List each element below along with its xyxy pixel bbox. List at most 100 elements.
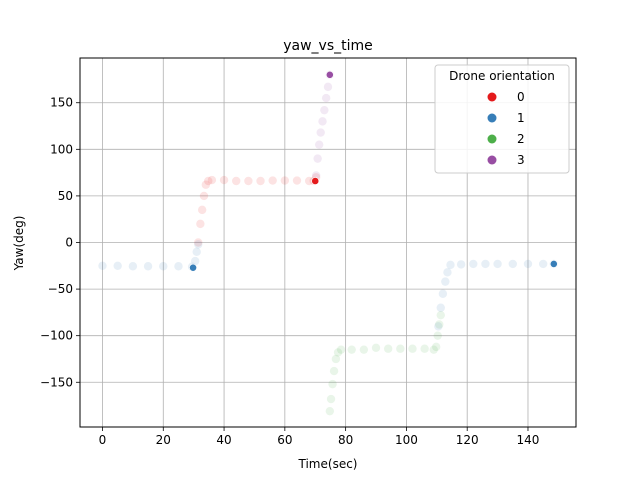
data-point-series-2: [436, 310, 445, 320]
legend-marker-2: [487, 134, 497, 144]
highlighted-point-series-0: [311, 177, 320, 185]
data-point-series-2: [333, 348, 343, 357]
data-point-series-0: [280, 176, 290, 185]
y-tick-label: 50: [58, 189, 73, 203]
data-point-series-0: [197, 205, 207, 215]
legend-label-1: 1: [517, 111, 525, 125]
data-point-series-1: [434, 322, 443, 331]
legend-box: [434, 64, 570, 174]
data-point-series-2: [331, 354, 341, 364]
x-tick-label: 20: [156, 433, 171, 447]
data-point-series-1: [436, 303, 445, 312]
data-point-series-3: [313, 154, 322, 163]
legend-title: Drone orientation: [449, 69, 555, 83]
x-axis-ticks: 0 20 40 60 80 100 120 140: [99, 427, 540, 447]
y-tick-label: −50: [48, 282, 73, 296]
data-point-series-2: [435, 320, 444, 329]
data-point-series-1: [192, 247, 201, 257]
data-point-series-1: [159, 262, 168, 271]
y-tick-label: −150: [40, 375, 73, 389]
data-point-series-1: [190, 256, 200, 266]
y-tick-label: −100: [40, 329, 73, 343]
data-point-series-3: [321, 93, 331, 103]
data-point-series-2: [383, 344, 393, 353]
data-point-series-3: [318, 117, 327, 126]
x-tick-label: 120: [456, 433, 479, 447]
y-axis-label: Yaw(deg): [12, 216, 26, 272]
data-point-series-2: [326, 394, 336, 404]
data-point-series-2: [408, 344, 417, 353]
data-point-series-0: [204, 176, 213, 186]
data-point-series-0: [304, 176, 314, 186]
x-tick-label: 100: [395, 433, 418, 447]
legend-marker-3: [487, 155, 497, 165]
data-point-series-1: [481, 259, 490, 269]
data-point-series-0: [196, 219, 205, 229]
y-tick-label: 0: [65, 236, 73, 250]
data-point-series-2: [336, 345, 346, 354]
data-point-series-1: [143, 262, 153, 271]
x-tick-label: 0: [99, 433, 107, 447]
legend-label-0: 0: [517, 90, 525, 104]
data-point-series-2: [329, 366, 339, 376]
data-point-series-3: [320, 105, 329, 115]
data-point-series-0: [256, 176, 265, 186]
data-point-series-2: [396, 344, 405, 353]
data-point-series-1: [438, 289, 448, 298]
data-point-series-0: [232, 176, 241, 186]
data-point-series-1: [113, 261, 122, 270]
data-point-series-1: [194, 240, 203, 249]
data-point-series-1: [493, 259, 502, 269]
data-point-series-0: [201, 180, 211, 189]
data-point-series-1: [174, 262, 183, 271]
data-point-series-3: [316, 128, 325, 137]
data-point-series-0: [194, 238, 203, 247]
data-point-series-0: [199, 191, 209, 201]
data-point-series-2: [429, 345, 438, 354]
data-point-series-0: [244, 176, 253, 186]
data-point-series-0: [268, 176, 277, 185]
data-point-series-1: [98, 261, 107, 270]
data-point-series-2: [433, 331, 442, 340]
data-point-series-2: [347, 345, 356, 354]
data-point-series-1: [469, 259, 478, 269]
data-point-series-1: [456, 260, 466, 269]
y-tick-label: 150: [50, 96, 73, 110]
data-point-series-1: [443, 268, 452, 277]
data-point-series-1: [441, 277, 450, 286]
chart-title: yaw_vs_time: [283, 38, 373, 54]
data-point-series-2: [359, 345, 369, 354]
y-axis-ticks: −150 −100 −50 0 50 100 150: [40, 96, 80, 389]
data-point-series-0: [219, 175, 229, 185]
highlighted-point-series-1: [189, 263, 197, 272]
data-point-series-2: [420, 344, 429, 353]
data-point-series-1: [523, 259, 533, 269]
legend: Drone orientation 0 1 2 3: [434, 64, 570, 174]
data-point-series-3: [314, 140, 324, 149]
data-point-series-1: [508, 259, 517, 269]
data-point-series-2: [371, 343, 381, 352]
data-point-series-0: [292, 176, 302, 185]
highlighted-point-series-1: [549, 260, 558, 268]
highlighted-points: [189, 70, 558, 272]
x-tick-label: 140: [517, 433, 540, 447]
data-point-series-1: [446, 260, 455, 270]
x-tick-label: 60: [277, 433, 292, 447]
x-tick-label: 80: [338, 433, 353, 447]
data-point-series-1: [128, 262, 138, 271]
x-axis-label: Time(sec): [298, 457, 358, 471]
x-tick-label: 40: [216, 433, 231, 447]
legend-label-2: 2: [517, 132, 525, 146]
data-point-series-3: [323, 82, 333, 92]
highlighted-point-series-3: [325, 70, 334, 79]
legend-marker-0: [487, 92, 497, 102]
y-tick-label: 100: [50, 142, 73, 156]
data-point-series-1: [538, 259, 548, 269]
data-point-series-2: [325, 406, 335, 416]
data-point-series-2: [431, 342, 441, 352]
legend-marker-1: [487, 113, 497, 123]
data-point-series-0: [207, 175, 217, 185]
legend-entries: 0 1 2 3: [487, 90, 525, 167]
